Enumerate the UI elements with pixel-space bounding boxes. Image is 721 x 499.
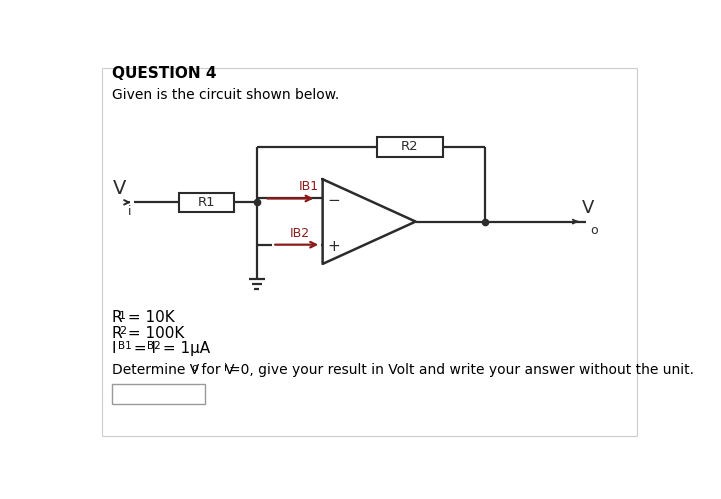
Bar bbox=[180, 193, 234, 212]
Text: R: R bbox=[112, 310, 123, 325]
Text: i: i bbox=[128, 205, 132, 218]
Text: V: V bbox=[112, 179, 125, 198]
Text: = 10K: = 10K bbox=[123, 310, 175, 325]
Text: o: o bbox=[590, 224, 598, 237]
Text: 2: 2 bbox=[119, 326, 126, 336]
Bar bbox=[377, 137, 443, 157]
Text: Given is the circuit shown below.: Given is the circuit shown below. bbox=[112, 87, 339, 101]
Text: R1: R1 bbox=[198, 196, 215, 209]
Text: Determine V: Determine V bbox=[112, 363, 199, 377]
Text: for V: for V bbox=[197, 363, 234, 377]
Text: V: V bbox=[583, 199, 595, 217]
Text: B2: B2 bbox=[146, 341, 161, 351]
Text: = 1μA: = 1μA bbox=[158, 341, 210, 356]
Text: 1: 1 bbox=[119, 310, 125, 320]
Text: o: o bbox=[192, 363, 198, 373]
Text: i: i bbox=[224, 363, 227, 373]
Text: −: − bbox=[327, 193, 340, 208]
Text: = I: = I bbox=[129, 341, 156, 356]
Text: =0, give your result in Volt and write your answer without the unit.: =0, give your result in Volt and write y… bbox=[229, 363, 694, 377]
Text: R2: R2 bbox=[401, 140, 419, 153]
Text: = 100K: = 100K bbox=[123, 326, 185, 341]
Text: B1: B1 bbox=[118, 341, 132, 351]
Text: QUESTION 4: QUESTION 4 bbox=[112, 66, 216, 81]
Bar bbox=[112, 384, 205, 404]
Text: R: R bbox=[112, 326, 123, 341]
Text: +: + bbox=[327, 239, 340, 253]
Text: IB1: IB1 bbox=[298, 181, 319, 194]
Text: I: I bbox=[112, 341, 116, 356]
Text: IB2: IB2 bbox=[289, 227, 309, 240]
